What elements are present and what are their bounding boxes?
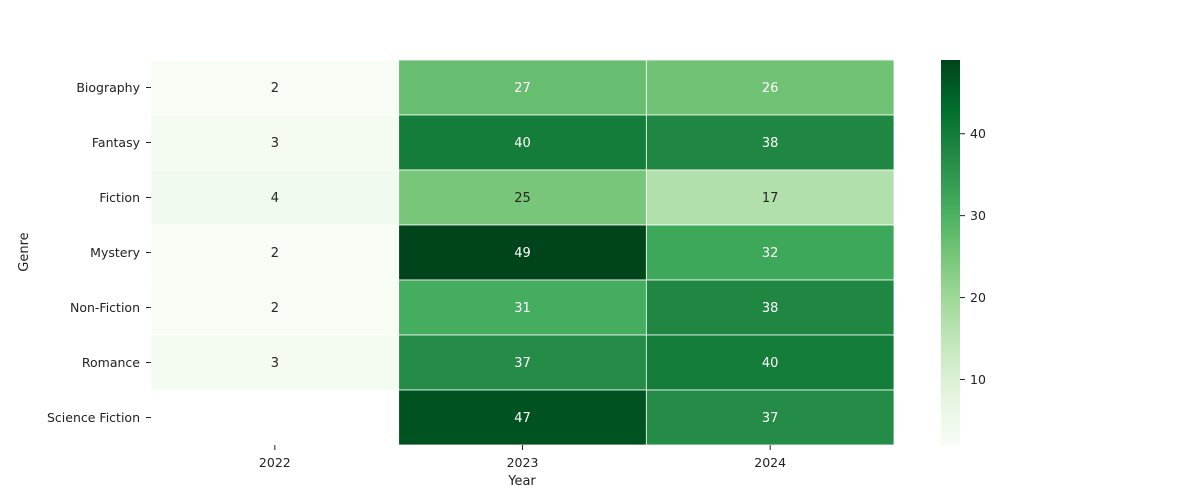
- colorbar: 10 20 30 40: [941, 60, 986, 445]
- cell-value-label: 40: [514, 136, 531, 151]
- colorbar-tick-label: 30: [970, 208, 986, 223]
- heatmap-cell: [645, 114, 895, 171]
- cell-value-label: 3: [271, 356, 279, 371]
- cell-value-label: 31: [514, 301, 531, 316]
- y-tick-label: Romance: [82, 355, 140, 370]
- y-axis-ticks: Biography Fantasy Fiction Mystery Non-Fictio…: [47, 80, 151, 425]
- cell-value-label: 47: [514, 411, 531, 426]
- cell-value-label: 37: [514, 356, 531, 371]
- cell-value-label: 2: [271, 81, 279, 96]
- cell-value-label: 37: [762, 411, 779, 426]
- x-axis-label: Year: [507, 474, 536, 489]
- cell-value-label: 26: [762, 81, 779, 96]
- y-axis-label: Genre: [17, 232, 32, 271]
- x-axis-ticks: 2022 2023 2024: [259, 445, 786, 470]
- cell-value-label: 32: [762, 246, 779, 261]
- heatmap-cell: [150, 224, 400, 281]
- heatmap-cell: [398, 59, 647, 116]
- cell-value-label: 38: [762, 301, 779, 316]
- x-tick-label: 2023: [507, 455, 539, 470]
- cell-value-label: 2: [271, 246, 279, 261]
- colorbar-gradient: [941, 60, 960, 445]
- cell-value-label: 2: [271, 301, 279, 316]
- y-tick-label: Biography: [76, 80, 140, 95]
- cell-value-label: 38: [762, 136, 779, 151]
- x-tick-label: 2024: [754, 455, 786, 470]
- cell-value-label: 40: [762, 356, 779, 371]
- y-tick-label: Mystery: [90, 245, 140, 260]
- cell-value-label: 49: [514, 246, 531, 261]
- cell-value-label: 25: [514, 191, 531, 206]
- heatmap-cell: [398, 114, 647, 171]
- heatmap-cell: [645, 334, 895, 391]
- cell-value-label: 27: [514, 81, 531, 96]
- heatmap-cell: [645, 389, 895, 446]
- y-tick-label: Fantasy: [92, 135, 141, 150]
- heatmap-cell: [398, 279, 647, 336]
- y-tick-label: Non-Fiction: [70, 300, 140, 315]
- y-tick-label: Science Fiction: [47, 410, 140, 425]
- colorbar-tick-label: 20: [970, 290, 986, 305]
- cell-value-label: 3: [271, 136, 279, 151]
- heatmap-cell: [645, 59, 895, 116]
- y-tick-label: Fiction: [99, 190, 140, 205]
- colorbar-tick-label: 10: [970, 372, 986, 387]
- heatmap-cell: [398, 169, 647, 226]
- heatmap-cells: 2 27 26 3 40 38 4 25 17 2 49 32 2 31 38 3 37 40 47 37: [150, 59, 895, 446]
- cell-value-label: 17: [762, 191, 779, 206]
- colorbar-tick-label: 40: [970, 126, 986, 141]
- heatmap-cell: [645, 279, 895, 336]
- cell-value-label: 4: [271, 191, 279, 206]
- heatmap-cell: [398, 334, 647, 391]
- x-tick-label: 2022: [259, 455, 291, 470]
- heatmap-cell: [150, 59, 400, 116]
- heatmap-cell: [398, 389, 647, 446]
- heatmap-cell: [150, 279, 400, 336]
- heatmap-cell: [645, 224, 895, 281]
- heatmap-cell: [150, 114, 400, 171]
